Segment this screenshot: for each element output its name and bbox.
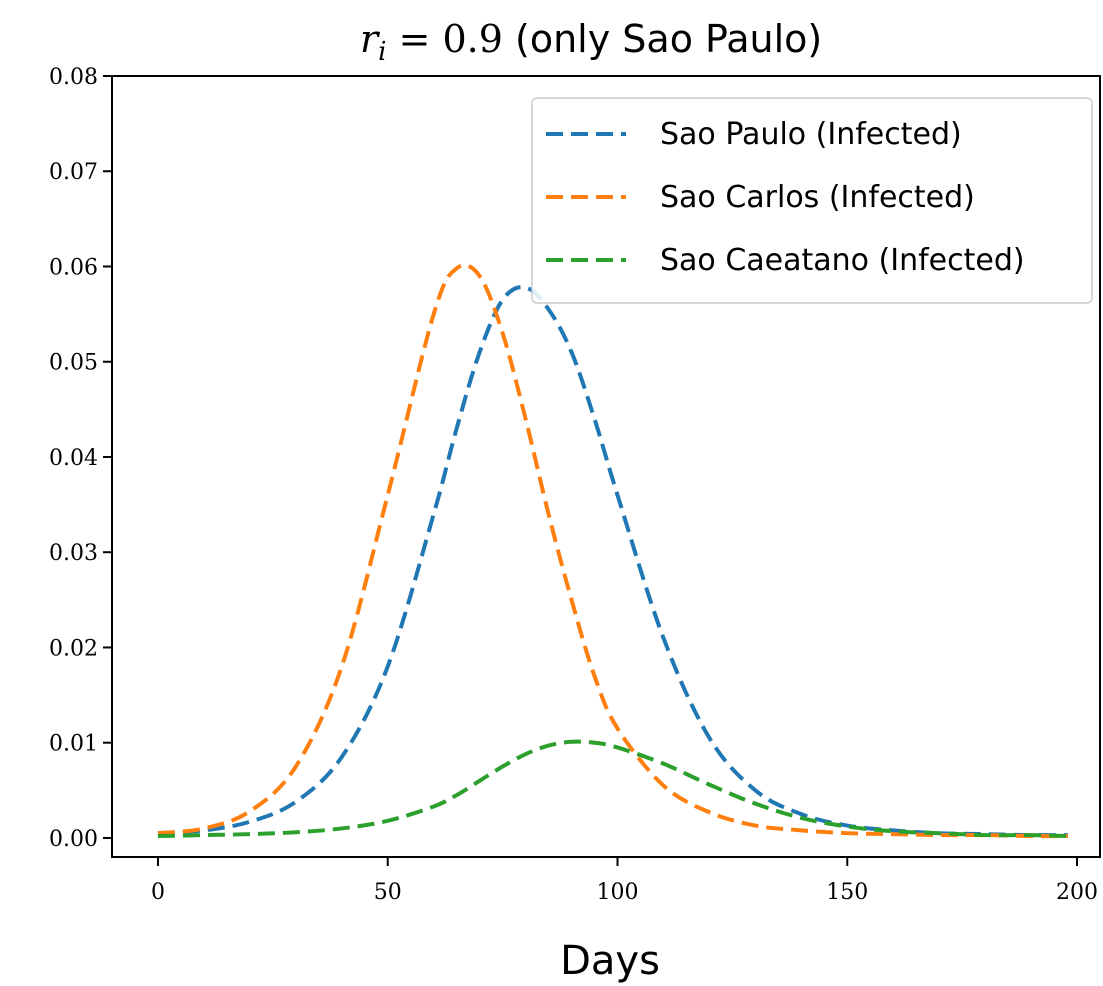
y-tick-label: 0.08 xyxy=(49,65,98,90)
legend: Sao Paulo (Infected) Sao Carlos (Infected… xyxy=(531,97,1093,304)
x-axis: 0 50 100 150 200 xyxy=(151,857,1098,905)
legend-label: Sao Paulo (Infected) xyxy=(660,117,962,152)
y-tick-label: 0.06 xyxy=(49,255,98,280)
x-tick-label: 200 xyxy=(1056,880,1098,905)
y-tick-label: 0.01 xyxy=(49,732,98,757)
series-line-0 xyxy=(157,285,1068,838)
series-line-2 xyxy=(157,739,1068,839)
legend-label: Sao Caeatano (Infected) xyxy=(660,243,1025,278)
legend-label: Sao Carlos (Infected) xyxy=(660,180,975,215)
legend-box xyxy=(531,97,1093,304)
y-tick-label: 0.03 xyxy=(49,541,98,566)
x-tick-label: 100 xyxy=(596,880,638,905)
series-line-1 xyxy=(157,263,1068,839)
axes-frame xyxy=(111,75,1101,858)
x-tick-label: 150 xyxy=(826,880,868,905)
y-tick-label: 0.05 xyxy=(49,351,98,376)
y-tick-label: 0.07 xyxy=(49,160,98,185)
title-math-var: r xyxy=(360,17,381,61)
title-math-sub: i xyxy=(378,37,386,67)
title-suffix: (only Sao Paulo) xyxy=(503,17,822,61)
x-tick-label: 50 xyxy=(374,880,402,905)
chart-title: ri = 0.9 (only Sao Paulo) xyxy=(360,17,822,67)
series-layer xyxy=(157,263,1068,839)
y-tick-label: 0.04 xyxy=(49,446,98,471)
y-tick-label: 0.02 xyxy=(49,636,98,661)
title-math-eq: = 0.9 xyxy=(387,17,503,61)
x-tick-label: 0 xyxy=(151,880,165,905)
y-tick-label: 0.00 xyxy=(49,827,98,852)
y-axis: 0.00 0.01 0.02 0.03 0.04 0.05 0.06 0.07 0.08 xyxy=(49,65,112,852)
x-axis-label: Days xyxy=(560,938,660,984)
svg-text:ri = 0.9 (only Sao Paulo): ri = 0.9 (only Sao Paulo) xyxy=(360,17,822,67)
